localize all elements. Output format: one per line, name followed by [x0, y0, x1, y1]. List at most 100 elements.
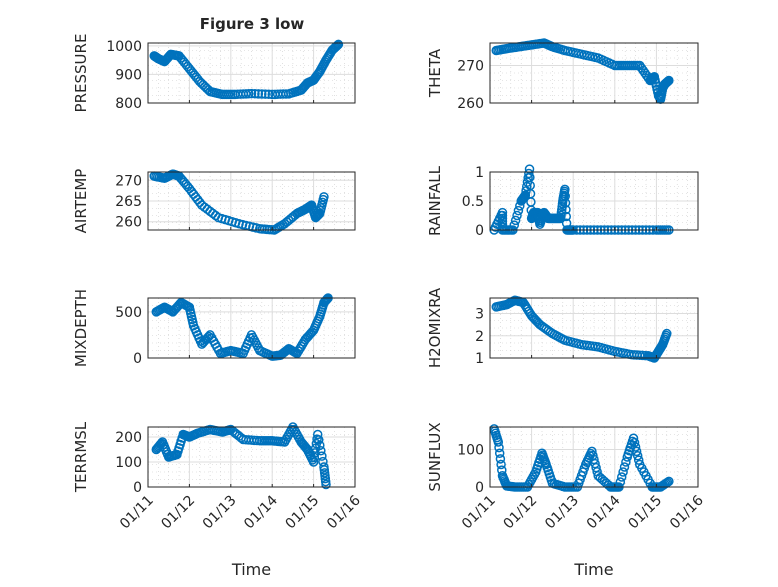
data-point — [312, 429, 323, 440]
data-point — [629, 437, 640, 448]
data-point — [560, 198, 571, 208]
data-point — [510, 215, 521, 226]
data-point — [333, 39, 344, 50]
y-tick-label: 800 — [115, 96, 142, 112]
data-point — [513, 205, 524, 216]
data-point — [316, 446, 326, 456]
y-tick-label: 0 — [133, 480, 142, 496]
y-axis-label: TERRMSL — [72, 421, 90, 493]
data-point — [308, 457, 319, 467]
data-point — [560, 184, 570, 195]
data-point — [250, 88, 260, 99]
y-tick-label: 3 — [475, 307, 484, 323]
x-tick-label: 01/12 — [158, 493, 198, 533]
data-point — [494, 442, 504, 453]
data-point — [630, 442, 641, 452]
axes-box — [489, 297, 699, 359]
axes-box — [489, 171, 699, 231]
data-point — [628, 433, 639, 443]
data-point — [317, 451, 327, 461]
x-tick-label: 01/15 — [283, 493, 323, 533]
data-point — [264, 89, 274, 100]
data-point — [495, 454, 506, 464]
data-point — [314, 435, 324, 445]
y-tick-label: 0 — [133, 351, 142, 367]
subplot-rainfall: 0 0.5 1 RAINFALL — [426, 164, 699, 239]
y-tick-label: 260 — [457, 96, 484, 112]
y-axis-label: H2OMIXRA — [426, 287, 444, 368]
data-point — [560, 191, 570, 201]
data-point — [662, 328, 672, 339]
x-tick-label: 01/13 — [542, 493, 582, 533]
data-point — [524, 168, 534, 179]
y-tick-label: 270 — [457, 59, 484, 75]
data-point — [332, 40, 343, 51]
subplot-air_temp: 260 265 270 AIRTEMP — [72, 169, 356, 235]
y-axis-label: SUNFLUX — [426, 422, 444, 491]
data-point — [632, 451, 643, 461]
data-point — [493, 437, 504, 447]
subplot-mixdepth: 0 500 MIXDEPTH — [72, 289, 356, 367]
data-point — [621, 457, 631, 467]
y-tick-label: 100 — [115, 455, 142, 471]
x-tick-label: 01/14 — [584, 492, 624, 532]
x-tick-label: 01/13 — [200, 493, 240, 533]
data-point — [257, 89, 267, 99]
y-axis-label: PRESSURE — [72, 34, 90, 113]
y-axis-label: THETA — [426, 48, 444, 98]
data-point — [664, 75, 674, 86]
data-point — [520, 190, 531, 200]
y-tick-label: 500 — [115, 305, 142, 321]
y-tick-label: 1 — [475, 351, 484, 367]
data-point — [331, 41, 342, 52]
data-point — [494, 448, 505, 458]
subplot-sun_flux: 0 100 SUNFLUX 01/11 01/12 01/13 01/14 01/15 01/1… — [426, 422, 707, 579]
y-tick-label: 1 — [475, 165, 484, 181]
x-tick-label: 01/16 — [667, 492, 707, 532]
y-axis-label: MIXDEPTH — [72, 289, 90, 367]
y-tick-label: 100 — [457, 443, 484, 459]
y-axis-label: RAINFALL — [426, 165, 444, 236]
axes-box — [147, 42, 356, 104]
y-tick-label: 0.5 — [462, 194, 484, 210]
axes-box — [147, 297, 356, 359]
y-tick-label: 270 — [115, 173, 142, 189]
y-tick-label: 265 — [115, 194, 142, 210]
y-tick-label: 2 — [475, 329, 484, 345]
data-point — [319, 192, 329, 202]
y-tick-label: 260 — [115, 215, 142, 231]
axes-box — [489, 42, 699, 104]
data-point — [561, 204, 571, 215]
x-tick-label: 01/16 — [324, 492, 364, 532]
y-tick-label: 0 — [475, 223, 484, 239]
data-point — [512, 210, 522, 221]
axes-box — [147, 171, 356, 231]
x-axis-label: Time — [573, 560, 613, 579]
x-tick-label: 01/12 — [501, 493, 541, 533]
data-point — [246, 88, 257, 99]
data-point — [616, 472, 627, 482]
data-point — [321, 479, 331, 490]
y-tick-label: 1000 — [106, 39, 142, 55]
subplot-pressure: 800 900 1000 PRESSURE — [72, 34, 356, 113]
data-point — [496, 459, 506, 470]
data-point — [195, 197, 205, 208]
axes-box — [147, 426, 356, 488]
y-axis-label: AIRTEMP — [72, 169, 90, 234]
data-point — [615, 477, 626, 487]
data-point — [509, 220, 520, 230]
x-axis-label: Time — [231, 560, 271, 579]
data-point — [619, 462, 630, 472]
subplot-theta: 260 270 THETA — [426, 38, 699, 112]
data-point — [253, 89, 264, 99]
subplot-terr_msl: 0 100 200 TERRMSL 01/11 01/12 01/13 01/14 01/15 0… — [72, 421, 364, 579]
x-tick-label: 01/15 — [625, 493, 665, 533]
data-point — [561, 211, 572, 222]
x-tick-label: 01/11 — [117, 493, 157, 533]
axes-box — [489, 426, 699, 488]
data-point — [633, 455, 644, 465]
y-tick-label: 900 — [115, 67, 142, 83]
data-point — [618, 467, 628, 477]
data-point — [315, 440, 325, 451]
